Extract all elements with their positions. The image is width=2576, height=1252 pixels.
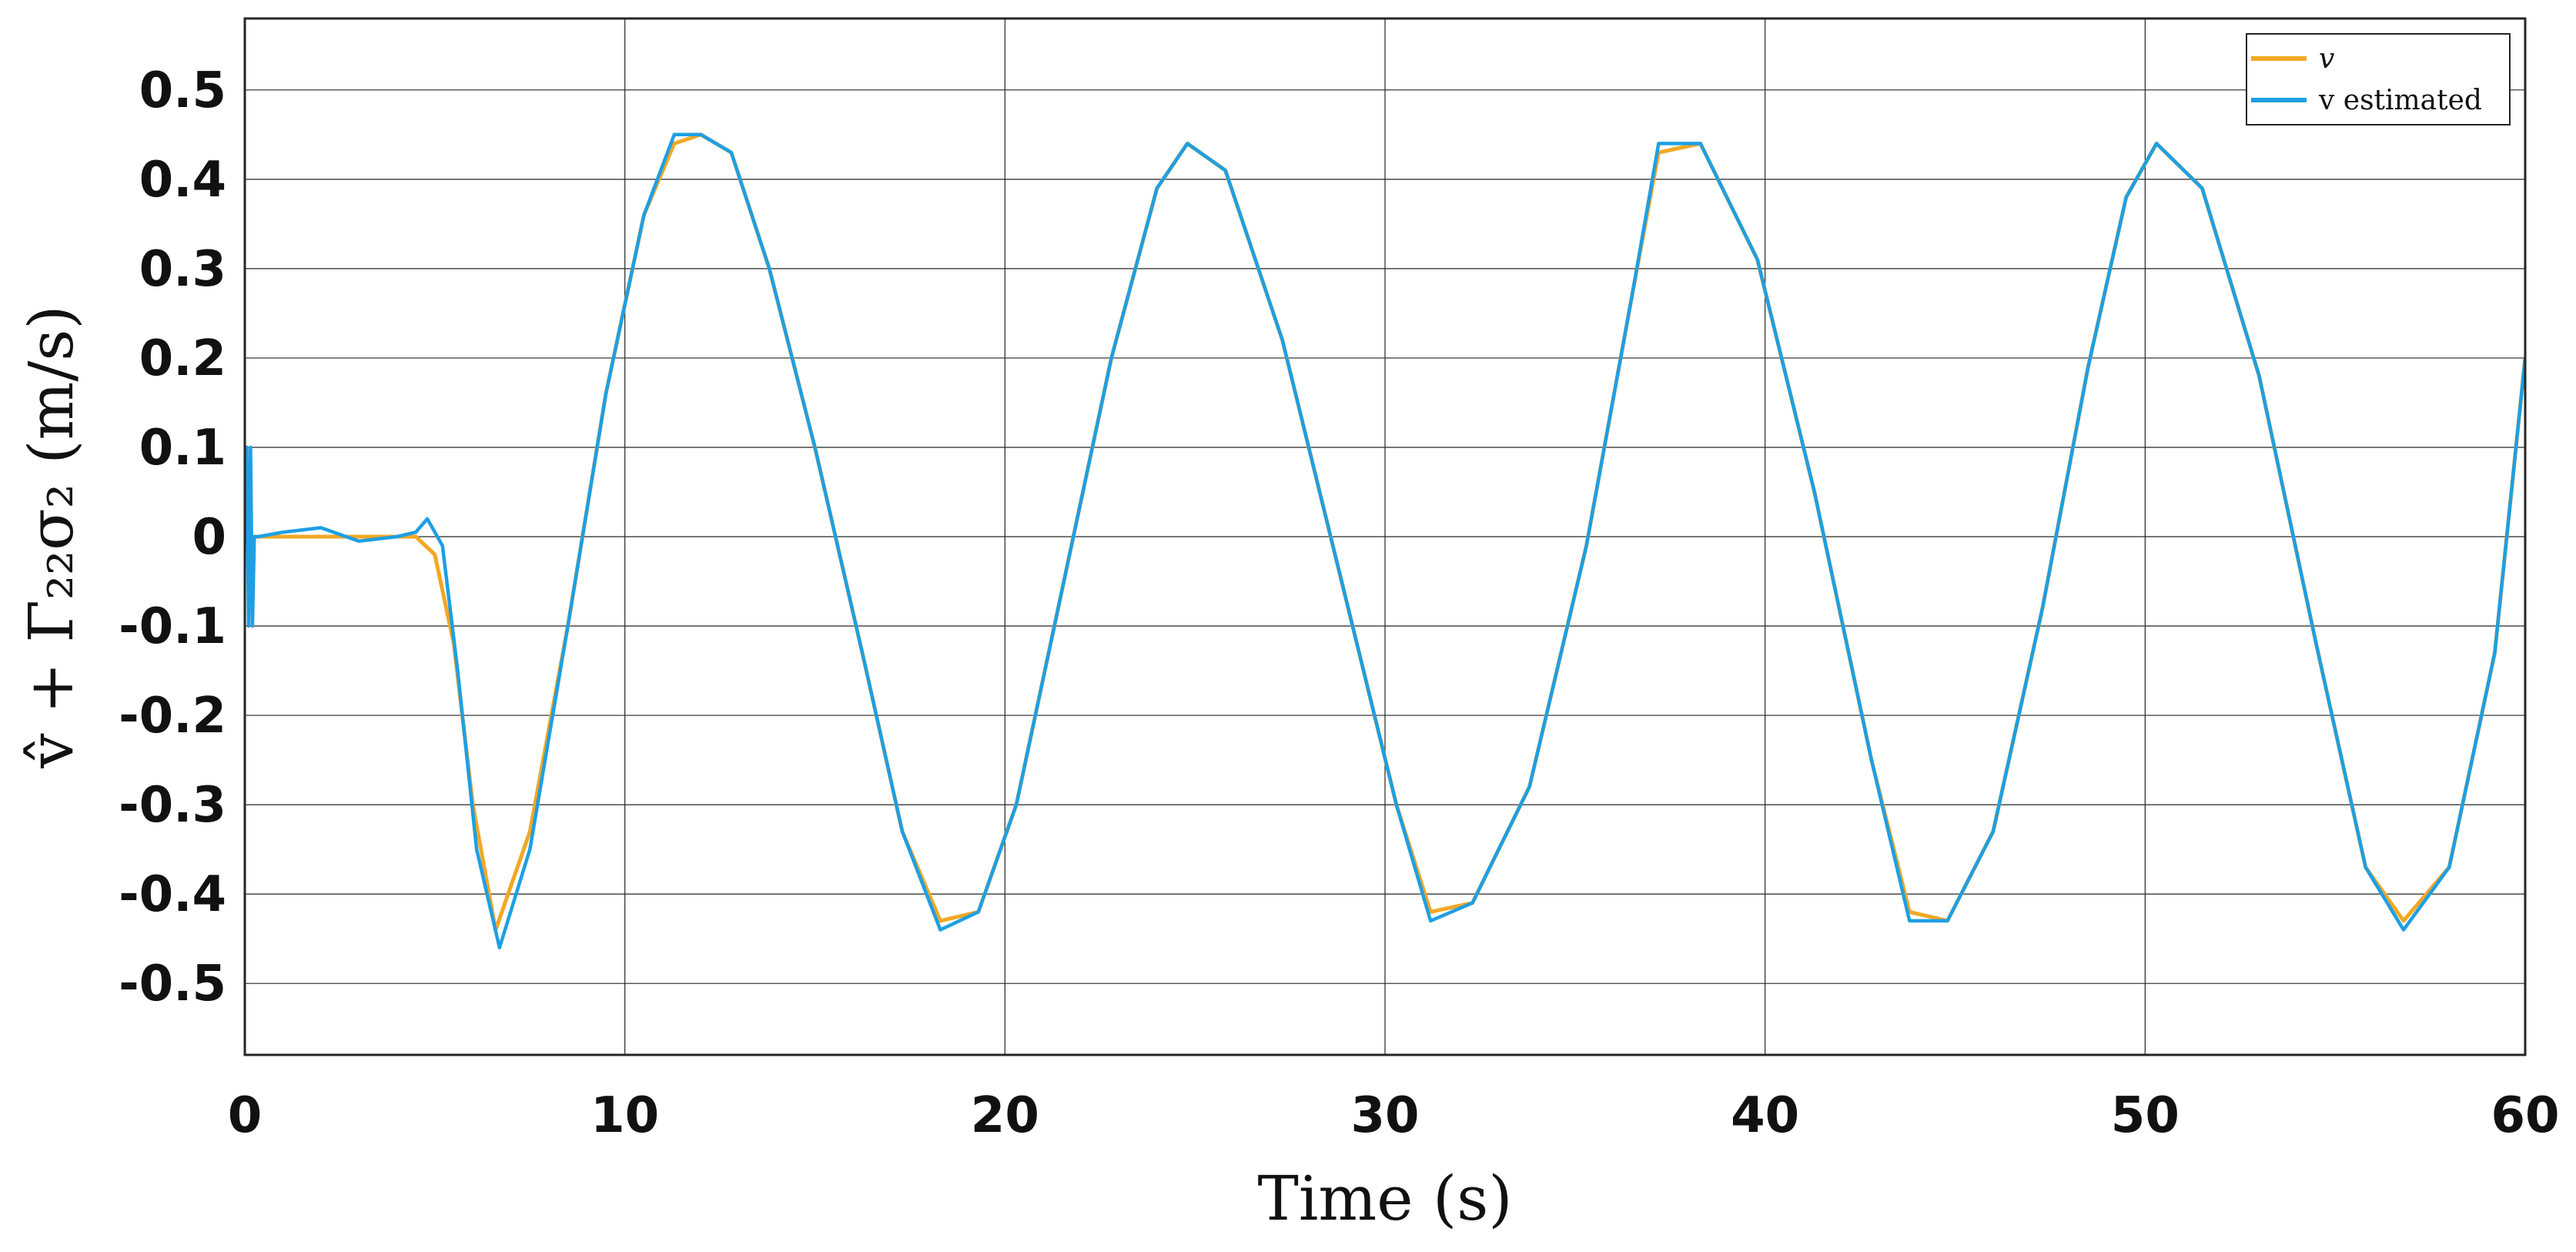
x-tick-label: 20 <box>971 1087 1039 1144</box>
y-axis-label: v̂ + Γ₂₂σ₂ (m/s) <box>15 305 87 768</box>
y-tick-label: -0.3 <box>119 777 226 834</box>
legend-box <box>2246 33 2511 126</box>
y-tick-label: 0.2 <box>139 330 226 387</box>
y-tick-label: -0.5 <box>119 956 226 1013</box>
x-tick-label: 40 <box>1731 1087 1799 1144</box>
series-layer <box>245 132 2525 950</box>
x-tick-label: 60 <box>2491 1087 2559 1144</box>
x-tick-label: 0 <box>228 1087 263 1144</box>
plot-frame <box>243 17 2527 1056</box>
series-line-v-estimated <box>245 132 2525 950</box>
x-tick-label: 10 <box>590 1087 659 1144</box>
grid-lines <box>245 18 2525 1055</box>
y-tick-label: -0.2 <box>119 688 226 745</box>
y-tick-label: 0.4 <box>139 152 226 209</box>
legend-label-v-estimated: v estimated <box>2318 85 2482 116</box>
x-tick-label: 50 <box>2111 1087 2180 1144</box>
x-tick-label: 30 <box>1350 1087 1419 1144</box>
y-tick-label: 0.1 <box>139 420 226 477</box>
legend: v v estimated <box>2246 33 2511 126</box>
y-tick-label: -0.4 <box>119 866 226 923</box>
x-axis-label: Time (s) <box>1257 1163 1512 1234</box>
y-axis-ticks: 0.5 0.4 0.3 0.2 0.1 0 -0.1 -0.2 -0.3 -0.4 -0.5 <box>119 62 226 1013</box>
x-axis-ticks: 0 10 20 30 40 50 60 <box>228 1087 2560 1144</box>
legend-label-v: v <box>2319 43 2334 75</box>
y-tick-label: 0.5 <box>139 62 226 119</box>
y-tick-label: 0.3 <box>139 241 226 298</box>
y-tick-label: 0 <box>192 509 226 566</box>
y-tick-label: -0.1 <box>119 598 226 655</box>
